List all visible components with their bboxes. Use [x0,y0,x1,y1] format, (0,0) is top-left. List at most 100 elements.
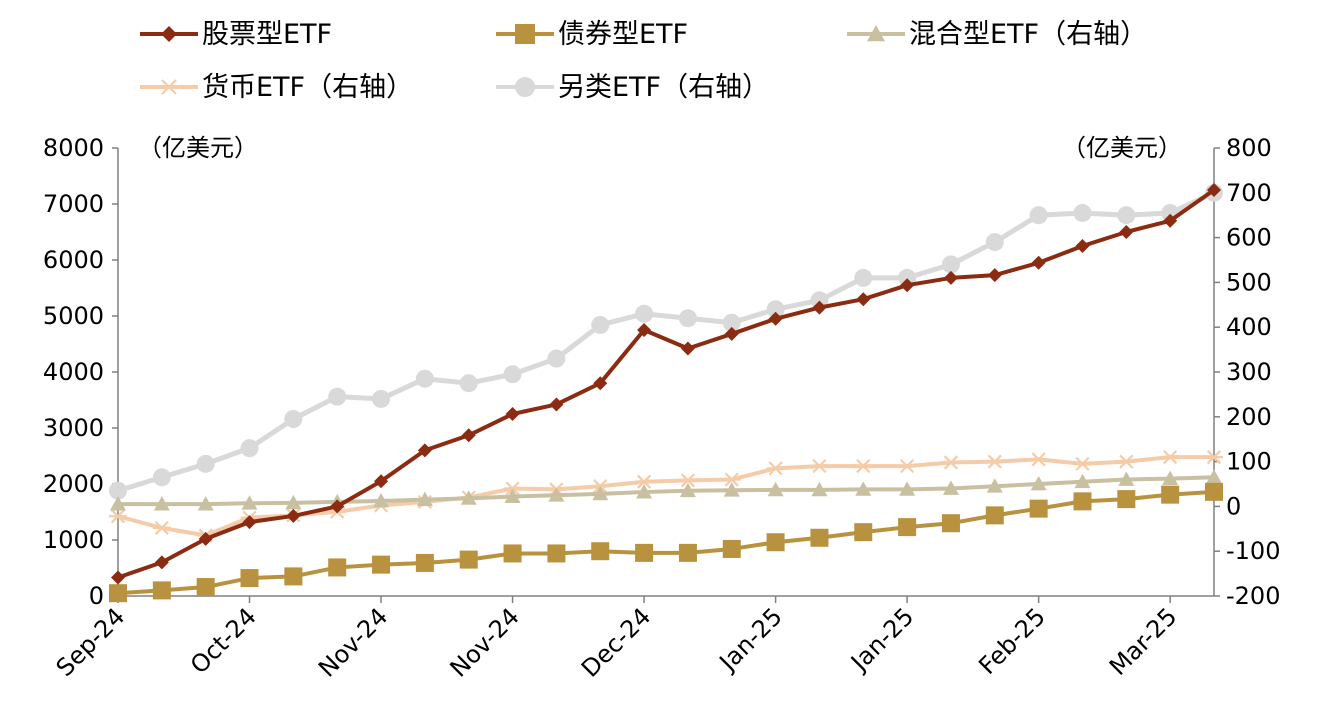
square-marker [722,539,741,558]
left-axis-unit: （亿美元） [138,134,258,162]
left-tick-label: 0 [89,582,104,610]
left-tick-label: 1000 [43,526,104,554]
axes: 010002000300040005000600070008000-200-10… [43,134,1281,683]
triangle-marker [636,484,653,499]
triangle-marker [942,480,959,495]
star-marker [109,509,127,524]
triangle-marker [285,494,302,510]
left-tick-label: 7000 [43,190,104,218]
star-marker [678,473,697,488]
series-3 [109,450,1223,543]
series-line [117,489,1215,596]
triangle-marker [460,490,477,505]
square-marker [898,518,917,537]
circle-marker [941,255,960,274]
square-marker [196,578,215,597]
triangle-marker [867,25,885,42]
square-marker [328,558,347,577]
series-4 [109,183,1223,500]
triangle-marker [811,481,828,497]
star-marker [766,461,785,476]
left-tick-label: 2000 [43,470,104,498]
star-stroke [154,520,169,535]
triangle-marker [899,481,916,496]
diamond-marker [900,278,915,293]
triangle-marker [1206,469,1222,484]
star-stroke [637,474,652,489]
square-marker [284,567,303,586]
legend-label: 货币ETF（右轴） [202,72,413,103]
diamond-marker [374,474,389,489]
x-tick-label: Sep-24 [51,602,131,682]
diamond-marker [154,555,169,570]
square-marker [941,514,960,533]
triangle-marker [504,488,521,503]
right-tick-label: 800 [1226,134,1272,162]
x-tick-label: Nov-24 [445,602,525,682]
diamond-marker [593,376,608,391]
star-marker [985,454,1004,469]
square-marker [1161,485,1180,504]
triangle-marker [592,485,609,501]
star-stroke [1031,452,1046,467]
diamond-marker [242,515,257,530]
square-marker [240,569,259,588]
square-marker [547,544,566,563]
square-marker [985,506,1004,525]
legend-item: 混合型ETF（右轴） [847,19,1147,50]
star-marker [1205,450,1223,465]
star-stroke [110,509,126,524]
square-marker [1205,482,1223,501]
series-line [117,190,1216,494]
square-marker [415,553,434,572]
star-marker [941,455,960,470]
square-marker [766,533,785,552]
circle-marker [985,233,1004,252]
triangle-marker [986,478,1003,493]
right-axis-unit: （亿美元） [1062,134,1182,162]
series-1 [109,482,1223,603]
circle-marker [766,300,785,319]
star-stroke [1163,450,1178,465]
triangle-marker [1074,473,1091,489]
star-stroke [1206,450,1222,465]
right-tick-label: -200 [1226,582,1280,610]
circle-marker [898,268,917,287]
triangle-marker [241,495,258,510]
square-marker [810,528,829,547]
triangle-marker [197,496,214,511]
right-tick-label: 700 [1226,179,1272,207]
diamond-marker [286,508,301,523]
star-stroke [768,461,783,476]
square-marker [152,581,171,600]
legend-label: 混合型ETF（右轴） [909,19,1147,50]
series-0 [111,183,1221,585]
star-stroke [161,79,177,95]
triangle-marker [1162,470,1179,486]
x-tick-label: Feb-25 [973,602,1051,680]
triangle-marker [110,496,126,511]
square-marker [1073,492,1092,511]
diamond-marker [505,407,520,421]
star-stroke [900,459,915,474]
star-stroke [987,454,1002,469]
x-tick-label: Jan-25 [713,602,788,677]
circle-marker [1073,203,1092,222]
x-tick-label: Oct-24 [185,602,262,679]
x-tick-label: Jan-25 [844,602,919,677]
series-line [117,188,1216,580]
circle-marker [415,369,434,388]
circle-marker [459,374,478,393]
square-marker [591,542,610,561]
circle-marker [1029,206,1048,225]
right-tick-label: 600 [1226,224,1272,252]
circle-marker [109,481,127,500]
diamond-marker [943,270,958,285]
triangle-marker [855,481,872,496]
star-stroke [505,481,520,496]
diamond-marker [1207,183,1221,197]
star-stroke [724,472,739,487]
star-marker [1117,454,1136,469]
star-marker [635,474,654,489]
legend-item: 货币ETF（右轴） [140,72,413,103]
